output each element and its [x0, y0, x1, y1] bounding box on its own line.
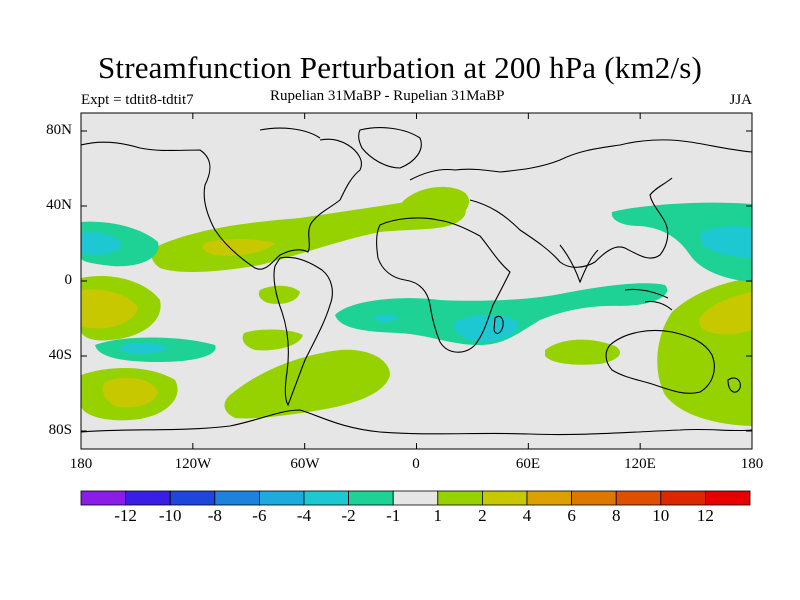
colorbar-label: 10 [652, 506, 670, 525]
colorbar-label: -2 [341, 506, 356, 525]
lon-label-120e: 120E [624, 456, 656, 472]
colorbar-label: 4 [522, 506, 532, 525]
lon-label-0: 0 [412, 456, 420, 472]
lon-label-180e: 180 [740, 456, 764, 472]
lon-label-60w: 60W [290, 456, 320, 472]
colorbar-label: -12 [114, 506, 137, 525]
contour-positive-southern-ocean-atlantic [224, 349, 390, 419]
season-label: JJA [729, 92, 752, 108]
axis-ticks [80, 113, 753, 449]
contour-negative-south-pacific-core [120, 343, 168, 354]
contour-negative-madagascar-core [454, 314, 519, 343]
lat-label-80n: 80N [46, 122, 72, 138]
colorbar-label: -4 [296, 506, 312, 525]
contour-negative-equatorial-atlantic-indian [335, 283, 668, 345]
colorbar-label: 8 [611, 506, 621, 525]
coastline-north-america [81, 127, 362, 270]
contour-positive-central-america [202, 238, 275, 256]
coastline-antarctica [81, 409, 752, 436]
colorbar-label: -6 [252, 506, 267, 525]
colorbar-label: 2 [478, 506, 487, 525]
colorbar-label: -10 [158, 506, 182, 525]
coastline-greenland [358, 127, 422, 169]
colorbar-label: -1 [386, 506, 401, 525]
coastline-madagascar [493, 315, 504, 335]
contour-positive-south-america [258, 285, 300, 304]
contour-negative-west-pacific-north [611, 202, 752, 282]
contour-positive-australia-core [699, 292, 752, 335]
colorbar-swatch [437, 490, 483, 506]
colorbar-swatch [214, 490, 260, 506]
colorbar-label: 6 [567, 506, 576, 525]
colorbar-swatch [571, 490, 617, 506]
contour-positive-europe [400, 186, 470, 221]
colorbar-swatch [660, 490, 706, 506]
period-label: Rupelian 31MaBP - Rupelian 31MaBP [270, 88, 505, 104]
colorbar-label: -8 [207, 506, 222, 525]
coastline-indonesia [624, 288, 673, 311]
coastline-south-america [273, 256, 333, 407]
contour-positive-indian-ocean [545, 339, 620, 365]
colorbar-swatch [481, 490, 528, 506]
colorbar-label: 12 [696, 506, 714, 525]
lat-label-40n: 40N [46, 197, 72, 213]
colorbar-swatch [392, 490, 439, 506]
lat-label-40s: 40S [48, 347, 72, 363]
colorbar-swatch [526, 490, 572, 506]
colorbar-swatch [705, 490, 751, 506]
coastline-new-zealand [727, 377, 741, 393]
coastline-africa [376, 217, 511, 353]
coastline-india [559, 244, 599, 284]
lon-label-180w: 180 [69, 456, 93, 472]
colorbar [80, 490, 751, 506]
colorbar-swatch [80, 490, 126, 506]
lat-label-0: 0 [64, 272, 73, 288]
coastlines [81, 127, 752, 436]
contour-negative-west-pacific-core [700, 226, 752, 258]
contour-positive-east-pacific-core [81, 289, 138, 329]
colorbar-swatch [615, 490, 662, 506]
lat-label-80s: 80S [48, 422, 72, 438]
coastline-eurasia [409, 139, 752, 268]
lon-label-60e: 60E [515, 456, 541, 472]
contour-negative-north-pacific-core [81, 232, 122, 255]
experiment-label: Expt = tdtit8-tdtit7 [81, 92, 194, 108]
colorbar-swatch [125, 490, 171, 506]
colorbar-swatch [303, 490, 349, 506]
contour-positive-south-pacific-core [102, 377, 158, 408]
map-background [81, 113, 752, 449]
lon-label-120w: 120W [174, 456, 212, 472]
colorbar-swatch [169, 490, 216, 506]
colorbar-swatch [348, 490, 394, 506]
coastline-australia [605, 329, 715, 394]
plot-title: Streamfunction Perturbation at 200 hPa (… [97, 50, 703, 85]
colorbar-label: 1 [433, 506, 443, 525]
colorbar-swatch [258, 490, 305, 506]
contour-negative-atlantic-core [373, 314, 398, 323]
